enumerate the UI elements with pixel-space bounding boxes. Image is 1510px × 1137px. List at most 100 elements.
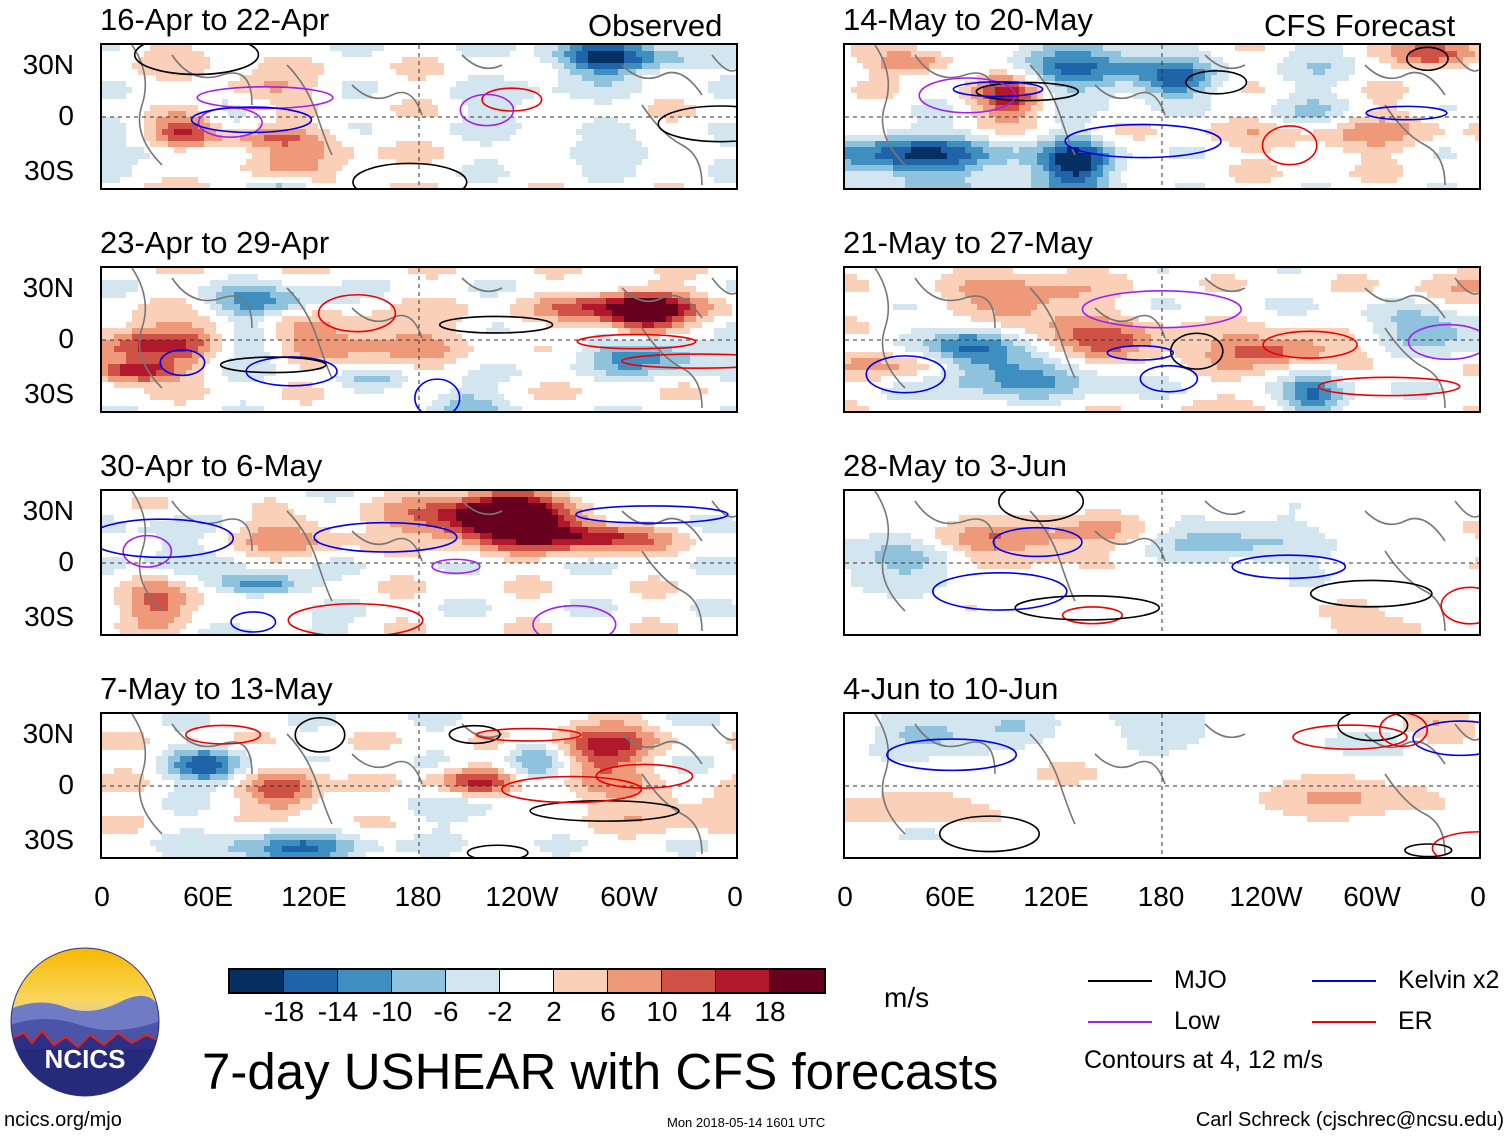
- wave-contour: [657, 105, 736, 143]
- lat-label-30n: 30N: [2, 719, 74, 749]
- legend-er-label: ER: [1398, 1007, 1433, 1036]
- wave-contour: [352, 162, 468, 188]
- wave-contour: [230, 611, 277, 633]
- wave-contour: [575, 505, 729, 524]
- coastlines: [131, 45, 736, 186]
- shear-shading: [845, 45, 1479, 188]
- colorbar-swatch: [338, 970, 392, 992]
- wave-contour: [481, 87, 543, 112]
- coastlines: [874, 491, 1479, 632]
- colorbar-tick-label: 6: [600, 996, 616, 1028]
- lon-label: 120W: [485, 882, 558, 912]
- wave-contour: [431, 558, 481, 575]
- panel-title-r2: 21-May to 27-May: [843, 227, 1093, 259]
- lon-label: 120W: [1229, 882, 1302, 912]
- lon-label: 0: [1470, 882, 1486, 912]
- wave-contour: [475, 727, 582, 742]
- colorbar-tick-label: -6: [434, 996, 459, 1028]
- colorbar-swatch: [770, 970, 824, 992]
- lat-label-eq: 0: [2, 324, 74, 354]
- wave-contour: [1292, 724, 1408, 750]
- wave-contour: [459, 93, 515, 127]
- lat-label-30s: 30S: [2, 379, 74, 409]
- mjo-line-swatch: [1088, 979, 1152, 982]
- low-line-swatch: [1088, 1020, 1152, 1023]
- shear-shading: [102, 714, 736, 857]
- wave-contour: [196, 86, 334, 110]
- wave-contour: [931, 571, 1068, 611]
- kelvin-line-swatch: [1312, 979, 1376, 982]
- lon-label: 120E: [281, 882, 346, 912]
- lat-label-eq: 0: [2, 101, 74, 131]
- wave-contour: [975, 81, 1080, 102]
- wave-contour: [185, 724, 262, 745]
- contour-note: Contours at 4, 12 m/s: [1084, 1046, 1323, 1075]
- wave-contour: [294, 716, 346, 753]
- colorbar-swatch: [500, 970, 554, 992]
- lat-label-30s: 30S: [2, 825, 74, 855]
- coastlines: [874, 714, 1479, 855]
- wave-contour: [1081, 290, 1242, 329]
- lat-label-30n: 30N: [2, 273, 74, 303]
- wave-contour: [466, 844, 529, 857]
- wave-contour: [219, 356, 327, 374]
- lon-label: 180: [1138, 882, 1185, 912]
- colorbar-tick-label: -14: [318, 996, 358, 1028]
- shear-shading: [102, 268, 736, 411]
- wave-contour: [159, 349, 206, 377]
- panel-title-r4: 4-Jun to 10-Jun: [843, 673, 1058, 705]
- wave-contour: [576, 333, 697, 350]
- colorbar-swatch: [662, 970, 716, 992]
- lon-label: 60E: [925, 882, 975, 912]
- colorbar-tick-label: -18: [264, 996, 304, 1028]
- panel-title-l4: 7-May to 13-May: [100, 673, 333, 705]
- colorbar-tick-label: -2: [488, 996, 513, 1028]
- legend-kelvin-label: Kelvin x2: [1398, 966, 1499, 995]
- observed-label: Observed: [588, 10, 722, 42]
- er-line-swatch: [1312, 1020, 1376, 1023]
- map-panel-l2: [100, 266, 738, 413]
- coastlines: [131, 491, 736, 632]
- wave-contour: [1406, 46, 1449, 72]
- wave-contour: [438, 315, 554, 334]
- wave-contour: [190, 106, 313, 134]
- lon-label: 60W: [1343, 882, 1401, 912]
- wave-contour: [595, 763, 694, 789]
- legend-er: ER: [1312, 1007, 1433, 1036]
- wave-contour: [1365, 105, 1448, 121]
- colorbar-swatch: [284, 970, 338, 992]
- legend-kelvin: Kelvin x2: [1312, 966, 1499, 995]
- wave-contour: [1231, 554, 1347, 580]
- lon-label: 180: [395, 882, 442, 912]
- wave-contour: [1378, 714, 1429, 748]
- lon-label: 0: [94, 882, 110, 912]
- cfs-forecast-label: CFS Forecast: [1264, 10, 1455, 42]
- lon-label: 120E: [1023, 882, 1088, 912]
- lat-label-eq: 0: [2, 547, 74, 577]
- wave-contour: [992, 526, 1083, 558]
- wave-contour: [102, 518, 235, 559]
- wave-contour: [313, 521, 458, 553]
- shear-shading: [102, 491, 736, 634]
- wave-contour: [998, 491, 1085, 522]
- wave-contour: [287, 602, 424, 634]
- wave-contour: [414, 378, 461, 411]
- wave-contour: [532, 604, 617, 634]
- lon-label: 0: [837, 882, 853, 912]
- shear-shading: [845, 491, 1479, 634]
- wave-contour: [1262, 330, 1358, 359]
- panel-title-l3: 30-Apr to 6-May: [100, 450, 322, 482]
- colorbar: -18 -14 -10 -6 -2 2 6 10 14 18: [228, 968, 826, 1027]
- wave-contour: [1106, 345, 1175, 361]
- wave-contour: [448, 724, 501, 745]
- legend-low: Low: [1088, 1007, 1220, 1036]
- colorbar-swatches: [228, 968, 826, 994]
- footer-url[interactable]: ncics.org/mjo: [4, 1109, 122, 1132]
- wave-contour: [317, 293, 397, 333]
- wave-contour: [865, 355, 946, 394]
- wave-contour: [1407, 323, 1479, 361]
- wave-contour: [620, 353, 736, 369]
- colorbar-swatch: [608, 970, 662, 992]
- wave-contour: [1404, 843, 1453, 857]
- lon-label: 60E: [183, 882, 233, 912]
